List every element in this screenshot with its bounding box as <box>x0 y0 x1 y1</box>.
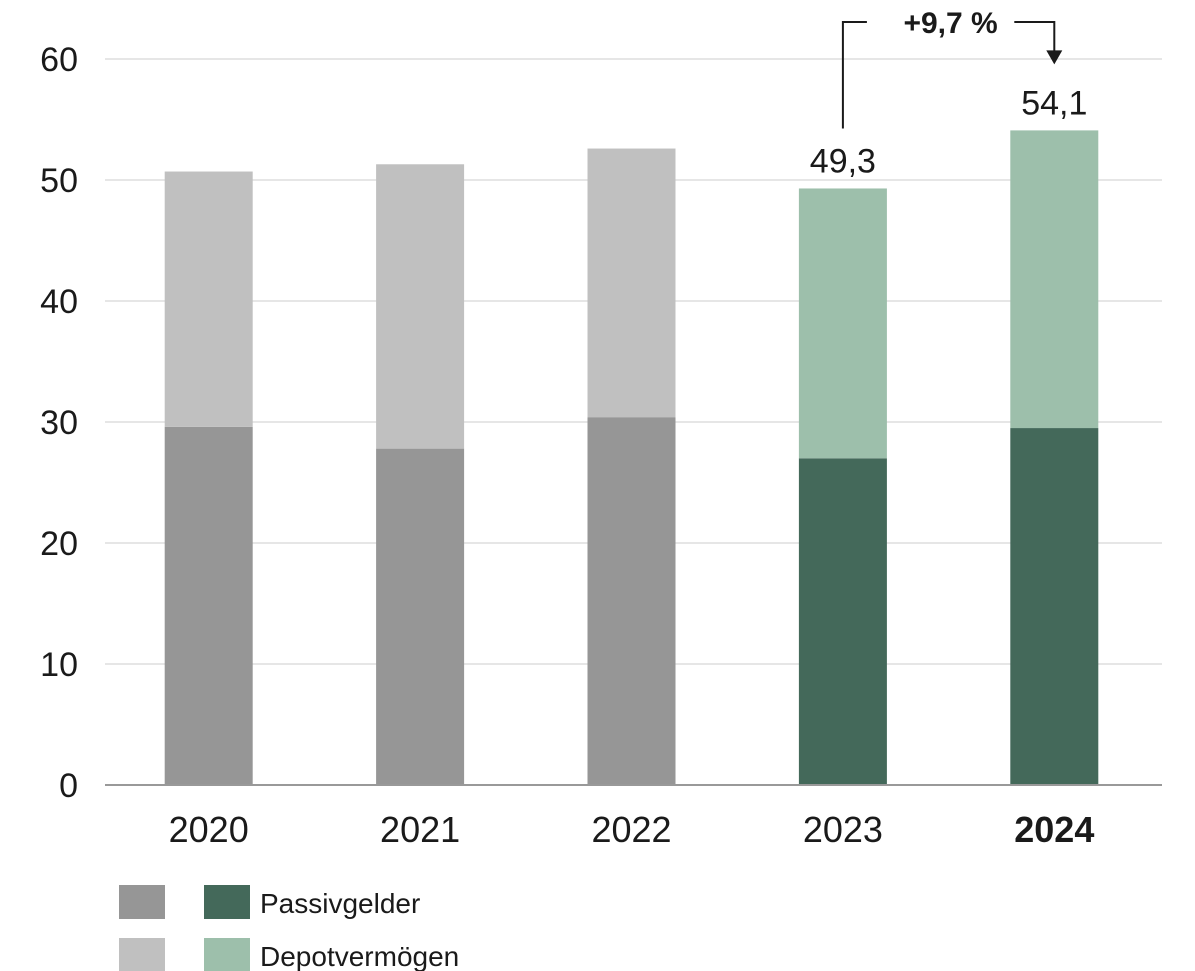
data-label-2023: 49,3 <box>810 142 876 180</box>
bar-depotvermoegen-2023 <box>798 188 887 459</box>
data-labels: 49,3 54,1 <box>810 84 1088 180</box>
bars <box>164 130 1099 785</box>
y-tick-label: 10 <box>40 646 78 684</box>
legend-label: Passivgelder <box>260 888 420 919</box>
y-axis-ticks: 0 10 20 30 40 50 60 <box>40 41 78 805</box>
x-tick-label: 2021 <box>380 809 460 850</box>
y-tick-label: 50 <box>40 162 78 200</box>
x-tick-label: 2024 <box>1014 809 1094 850</box>
bar-passivgelder-2024 <box>1010 428 1099 785</box>
growth-annotation: +9,7 % <box>841 7 1063 129</box>
bar-depotvermoegen-2021 <box>376 164 465 449</box>
bar-passivgelder-2022 <box>587 417 676 785</box>
bar-depotvermoegen-2022 <box>587 148 676 418</box>
legend-swatch <box>119 938 165 971</box>
bracket-left <box>841 21 867 129</box>
bar-depotvermoegen-2020 <box>164 171 253 427</box>
y-tick-label: 60 <box>40 41 78 79</box>
y-tick-label: 40 <box>40 283 78 321</box>
x-tick-label: 2020 <box>169 809 249 850</box>
bar-passivgelder-2023 <box>798 458 887 785</box>
x-axis: 2020 2021 2022 2023 2024 <box>105 784 1162 850</box>
bar-passivgelder-2021 <box>376 448 465 785</box>
legend-swatch <box>119 885 165 919</box>
bar-passivgelder-2020 <box>164 426 253 785</box>
bracket-right <box>1014 21 1056 53</box>
growth-label: +9,7 % <box>903 7 997 40</box>
legend: Passivgelder Depotvermögen <box>119 885 459 971</box>
y-tick-label: 30 <box>40 404 78 442</box>
bar-depotvermoegen-2024 <box>1010 130 1099 429</box>
legend-label: Depotvermögen <box>260 941 459 971</box>
arrow-head <box>1046 50 1063 65</box>
legend-swatch <box>204 885 250 919</box>
y-tick-label: 20 <box>40 525 78 563</box>
y-tick-label: 0 <box>59 767 78 805</box>
x-tick-label: 2022 <box>591 809 671 850</box>
data-label-2024: 54,1 <box>1021 84 1087 122</box>
x-tick-label: 2023 <box>803 809 883 850</box>
legend-swatch <box>204 938 250 971</box>
